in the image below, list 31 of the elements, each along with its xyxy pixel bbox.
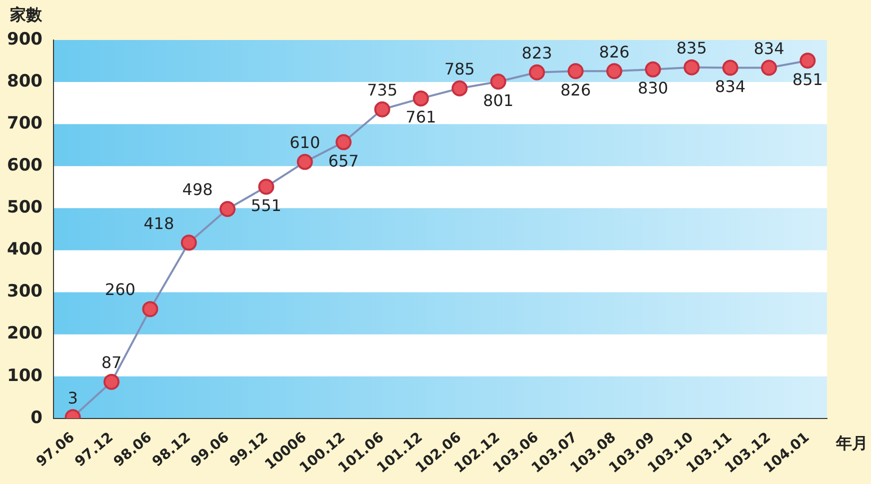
data-label: 610 [290, 133, 320, 152]
y-tick-label: 300 [6, 282, 43, 302]
data-label: 826 [599, 42, 630, 62]
data-label: 826 [560, 80, 591, 100]
y-tick-label: 500 [6, 198, 43, 218]
data-label: 835 [676, 38, 707, 58]
y-tick-label: 100 [6, 366, 43, 386]
x-axis-title: 年月 [835, 434, 868, 453]
y-tick-label: 0 [30, 408, 43, 428]
data-label: 657 [328, 151, 359, 170]
data-label: 830 [638, 78, 668, 98]
y-tick-label: 900 [6, 29, 43, 50]
data-label: 801 [482, 90, 514, 110]
data-label: 834 [715, 76, 746, 96]
data-label: 785 [444, 60, 475, 79]
y-tick-label: 600 [6, 156, 43, 176]
y-tick-label: 700 [6, 114, 43, 134]
data-label: 823 [522, 44, 552, 63]
data-label: 834 [754, 38, 784, 58]
y-tick-label: 200 [6, 324, 43, 344]
data-label: 418 [144, 214, 174, 233]
data-label: 498 [182, 180, 213, 200]
y-axis-title: 家數 [9, 5, 43, 24]
y-tick-label: 400 [6, 240, 43, 260]
data-label: 761 [406, 108, 436, 127]
data-label: 551 [250, 196, 282, 215]
y-tick-label: 800 [6, 71, 43, 92]
data-label: 87 [101, 352, 122, 372]
data-label: 851 [792, 70, 823, 89]
data-label: 3 [68, 388, 78, 408]
data-label: 735 [366, 80, 398, 100]
